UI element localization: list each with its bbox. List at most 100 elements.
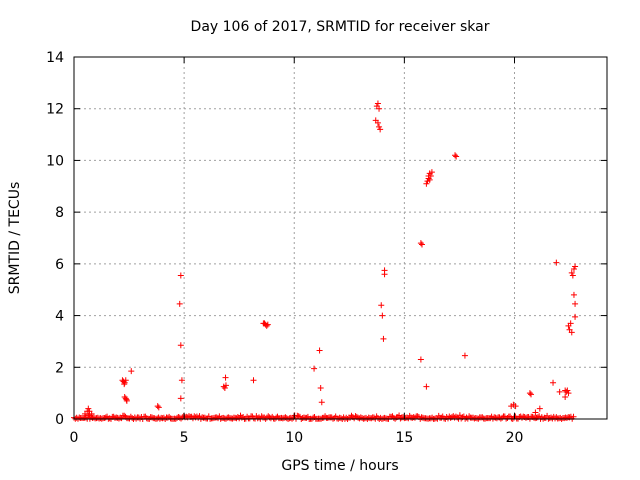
y-tick-label: 6 [55,257,64,273]
data-point [295,413,302,420]
data-point [572,300,579,307]
data-point [570,291,577,298]
y-tick-label: 0 [55,412,64,428]
axis-ticks: 0 5 10 15 20 0 2 4 6 8 10 12 14 [46,50,607,446]
data-point [532,409,539,416]
data-point [236,415,243,422]
data-point [427,172,434,179]
data-point [568,329,575,336]
data-point [569,272,576,279]
data-point [310,414,317,421]
data-point [533,414,540,421]
data-point [572,263,579,270]
data-point [238,414,245,421]
data-point [572,313,579,320]
x-tick-label: 20 [506,430,524,446]
data-point [567,320,574,327]
chart-title: Day 106 of 2017, SRMTID for receiver ska… [191,19,490,35]
data-point [176,300,183,307]
data-point [318,399,325,406]
data-point [195,414,202,421]
data-point [374,100,381,107]
y-tick-label: 10 [46,153,64,169]
data-point [550,379,557,386]
data-point [512,403,519,410]
x-tick-label: 10 [285,430,303,446]
data-point [536,405,543,412]
plot-frame [73,56,608,420]
data-point [438,414,445,421]
data-points [71,100,579,422]
data-point [222,374,229,381]
data-point [148,414,155,421]
y-tick-label: 4 [55,309,64,325]
y-tick-label: 14 [46,50,64,66]
data-point [526,390,533,397]
data-point [556,388,563,395]
data-point [122,395,129,402]
data-point [417,240,424,247]
data-point [536,413,543,420]
data-point [423,383,430,390]
data-point [261,320,268,327]
data-point [461,352,468,359]
data-point [374,119,381,126]
data-point [565,390,572,397]
data-point [381,267,388,274]
data-point [390,414,397,421]
data-point [508,415,515,422]
data-point [164,414,171,421]
grid-lines [74,57,607,419]
data-point [201,414,208,421]
data-point [185,413,192,420]
data-point [311,365,318,372]
data-point [101,415,108,422]
data-point [563,414,570,421]
data-point [568,269,575,276]
data-point [426,176,433,183]
data-point [178,377,185,384]
y-tick-label: 8 [55,205,64,221]
data-point [418,241,425,248]
data-point [143,415,150,422]
data-point [380,335,387,342]
data-point [102,414,109,421]
data-point [411,414,418,421]
data-point [564,387,571,394]
data-point [129,414,136,421]
data-point [122,377,129,384]
data-point [379,312,386,319]
data-point [258,413,265,420]
data-point [177,395,184,402]
data-point [417,356,424,363]
data-point [316,347,323,354]
data-point [452,152,459,159]
data-point [528,391,535,398]
data-point [548,414,555,421]
data-point [303,414,310,421]
data-point [128,368,135,375]
data-point [570,266,577,273]
data-point [221,384,228,391]
data-point [337,415,344,422]
y-tick-label: 2 [55,360,64,376]
data-point [368,415,375,422]
data-point [86,412,93,419]
data-point [222,382,229,389]
data-point [196,413,203,420]
data-point [377,126,384,133]
x-axis-title: GPS time / hours [281,458,398,474]
x-tick-label: 0 [70,430,79,446]
data-point [155,404,162,411]
data-point [106,415,113,422]
data-point [553,259,560,266]
data-point [562,394,569,401]
y-tick-label: 12 [46,102,64,118]
data-point [177,342,184,349]
data-point [453,153,460,160]
data-point [378,302,385,309]
data-point [522,414,529,421]
data-point [123,396,130,403]
data-point [177,272,184,279]
